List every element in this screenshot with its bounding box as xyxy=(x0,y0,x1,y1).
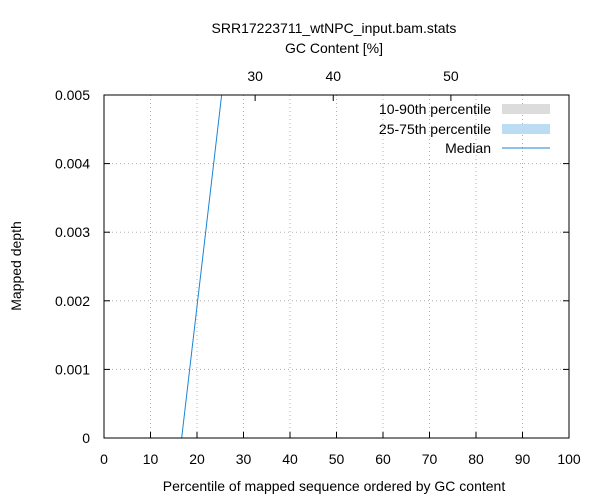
y-tick-label: 0.002 xyxy=(55,293,90,309)
grid-lines xyxy=(104,95,569,438)
top-tick-label: 40 xyxy=(325,68,341,84)
x-tick-label: 50 xyxy=(329,451,345,467)
y-tick-label: 0.005 xyxy=(55,87,90,103)
x-tick-label: 90 xyxy=(515,451,531,467)
legend-swatch xyxy=(502,124,550,134)
x-axis-label: Percentile of mapped sequence ordered by… xyxy=(163,478,506,494)
x-tick-label: 60 xyxy=(375,451,391,467)
x-tick-label: 0 xyxy=(100,451,108,467)
series-line-median xyxy=(181,95,223,438)
axis-ticks: 0 10 20 30 40 50 60 70 80 90 100 0 0.001 0.002 0.003 0.… xyxy=(55,68,581,467)
x-tick-label: 70 xyxy=(422,451,438,467)
x-tick-label: 10 xyxy=(143,451,159,467)
legend-label: 10-90th percentile xyxy=(379,101,491,117)
legend-label: 25-75th percentile xyxy=(379,121,491,137)
y-tick-label: 0.004 xyxy=(55,156,90,172)
legend: 10-90th percentile 25-75th percentile Medi… xyxy=(379,101,550,156)
legend-swatch xyxy=(502,104,550,114)
plot-frame xyxy=(103,94,570,439)
x-tick-label: 80 xyxy=(468,451,484,467)
plot-series xyxy=(181,95,223,438)
chart-title: SRR17223711_wtNPC_input.bam.stats xyxy=(212,20,457,36)
top-tick-label: 30 xyxy=(247,68,263,84)
y-tick-label: 0 xyxy=(82,430,90,446)
x-tick-label: 30 xyxy=(236,451,252,467)
top-axis-label: GC Content [%] xyxy=(285,40,383,56)
x-tick-label: 100 xyxy=(557,451,581,467)
legend-label: Median xyxy=(445,140,491,156)
top-tick-label: 50 xyxy=(443,68,459,84)
y-tick-label: 0.003 xyxy=(55,224,90,240)
x-tick-label: 40 xyxy=(282,451,298,467)
x-tick-label: 20 xyxy=(189,451,205,467)
y-tick-label: 0.001 xyxy=(55,361,90,377)
y-axis-label: Mapped depth xyxy=(8,221,24,311)
